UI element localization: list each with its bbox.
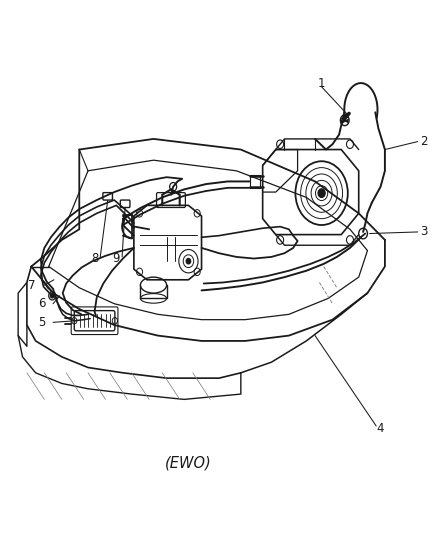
Text: (EWO): (EWO) [165, 456, 212, 471]
Circle shape [318, 189, 325, 197]
Bar [250, 174, 261, 188]
Text: 6: 6 [39, 297, 46, 310]
Circle shape [50, 294, 54, 298]
Text: 5: 5 [39, 316, 46, 329]
Text: 9: 9 [113, 252, 120, 265]
Text: 8: 8 [91, 252, 98, 265]
Text: 2: 2 [420, 135, 428, 148]
Text: 4: 4 [377, 422, 384, 435]
Text: 3: 3 [420, 225, 428, 238]
Text: 1: 1 [318, 77, 325, 90]
Circle shape [186, 259, 191, 264]
Text: 7: 7 [28, 279, 36, 292]
